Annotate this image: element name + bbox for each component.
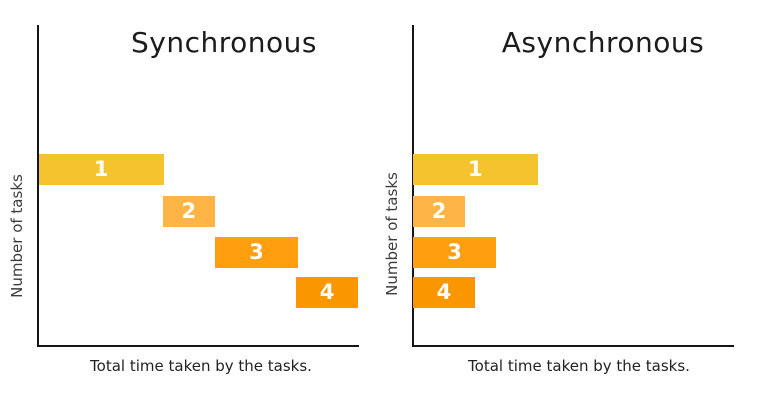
task-bar-number: 1 (467, 157, 483, 181)
task-bar-number: 3 (447, 240, 462, 264)
task-bar-2: 2 (413, 196, 465, 227)
y-axis-line (412, 25, 414, 347)
task-bar-number: 4 (319, 280, 335, 304)
x-axis-line (37, 345, 359, 347)
x-axis-label: Total time taken by the tasks. (468, 357, 690, 375)
task-bar-4: 4 (296, 277, 359, 308)
chart-title-asynchronous: Asynchronous (501, 26, 705, 59)
task-bar-number: 2 (431, 199, 447, 223)
task-bar-3: 3 (413, 237, 497, 268)
task-bar-number: 3 (249, 240, 264, 264)
task-bar-3: 3 (214, 237, 298, 268)
panel-asynchronous: Asynchronous Number of tasks Total time … (375, 0, 779, 407)
task-bar-2: 2 (162, 196, 215, 227)
y-axis-label: Number of tasks (383, 172, 401, 296)
chart-title-synchronous: Synchronous (131, 26, 317, 59)
y-axis-line (37, 25, 39, 347)
panel-synchronous: Synchronous Number of tasks Total time t… (8, 25, 359, 375)
task-bar-1: 1 (38, 154, 164, 185)
y-axis-label: Number of tasks (8, 174, 26, 298)
x-axis-line (412, 345, 734, 347)
task-bar-number: 2 (181, 199, 197, 223)
task-bar-number: 4 (436, 280, 452, 304)
task-bar-1: 1 (413, 154, 538, 185)
x-axis-label: Total time taken by the tasks. (90, 357, 312, 375)
task-bar-4: 4 (413, 277, 475, 308)
task-bar-number: 1 (93, 157, 109, 181)
